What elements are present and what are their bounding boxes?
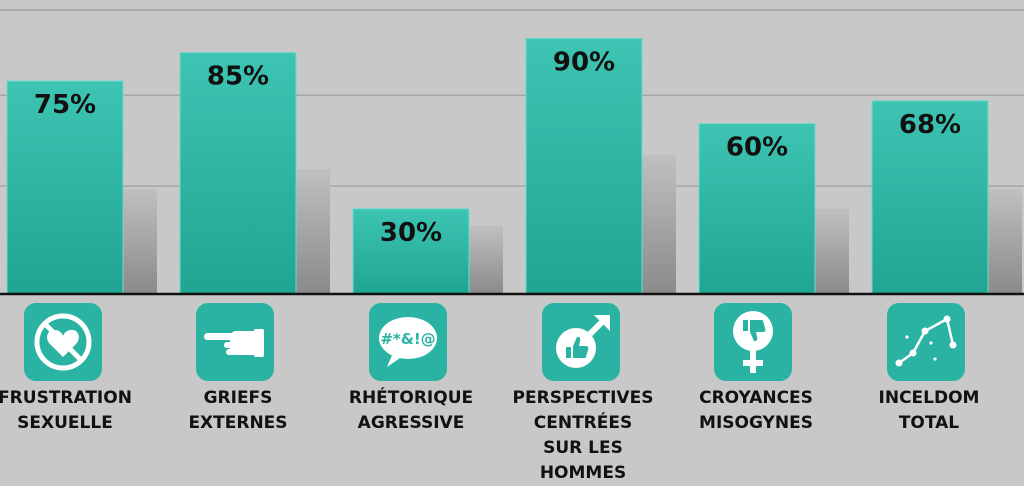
secondary-bar bbox=[642, 154, 676, 294]
data-label: 90% bbox=[553, 47, 615, 77]
svg-text:#*&!@: #*&!@ bbox=[380, 330, 435, 348]
category-label: FRUSTRATION SEXUELLE bbox=[0, 388, 132, 433]
category-label: CROYANCES MISOGYNES bbox=[699, 388, 813, 433]
data-label: 75% bbox=[34, 90, 96, 120]
male-symbol-thumbs-up-icon bbox=[542, 303, 620, 381]
female-symbol-thumbs-down-icon bbox=[714, 303, 792, 381]
primary-bar bbox=[352, 208, 470, 295]
bar-chart: 75% 85% 30% 90% 60% 68% bbox=[0, 9, 1024, 296]
data-label: 68% bbox=[899, 110, 961, 140]
data-label: 85% bbox=[207, 62, 269, 92]
trend-line-icon bbox=[887, 303, 965, 381]
primary-bar bbox=[871, 100, 989, 295]
primary-bar bbox=[525, 37, 643, 295]
data-label: 60% bbox=[726, 133, 788, 163]
category-label: PERSPECTIVES CENTRÉES SUR LES HOMMES bbox=[512, 388, 654, 483]
secondary-bar bbox=[296, 169, 330, 294]
broken-heart-icon bbox=[24, 303, 102, 381]
secondary-bar bbox=[123, 188, 157, 294]
category-label: GRIEFS EXTERNES bbox=[188, 388, 288, 433]
swear-speech-bubble-icon: #*&!@ bbox=[369, 303, 447, 381]
secondary-bar bbox=[469, 225, 503, 294]
primary-bar bbox=[698, 123, 816, 295]
category-label: RHÉTORIQUE AGRESSIVE bbox=[348, 388, 474, 433]
pointing-hand-icon bbox=[196, 303, 274, 381]
secondary-bar bbox=[988, 188, 1022, 294]
data-label: 30% bbox=[380, 218, 442, 248]
secondary-bar bbox=[815, 208, 849, 294]
category-label: INCELDOM TOTAL bbox=[878, 388, 980, 433]
primary-bar bbox=[179, 52, 297, 295]
